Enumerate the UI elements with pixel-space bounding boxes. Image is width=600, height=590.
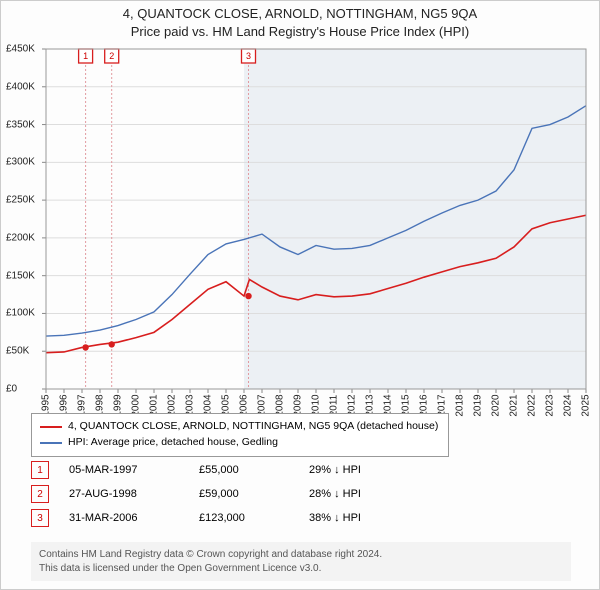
- x-tick-label: 2023: [545, 394, 556, 416]
- event-price: £59,000: [199, 488, 289, 500]
- footer-line1: Contains HM Land Registry data © Crown c…: [39, 548, 563, 562]
- x-tick-label: 2021: [509, 394, 520, 416]
- svg-text:3: 3: [246, 51, 251, 61]
- x-tick-label: 2024: [563, 394, 574, 416]
- title-line1: 4, QUANTOCK CLOSE, ARNOLD, NOTTINGHAM, N…: [1, 5, 599, 23]
- legend-swatch: [40, 426, 62, 428]
- y-tick-label: £50K: [6, 346, 29, 357]
- x-tick-label: 2025: [581, 394, 592, 416]
- title-line2: Price paid vs. HM Land Registry's House …: [1, 23, 599, 41]
- x-tick-label: 2019: [473, 394, 484, 416]
- y-tick-label: £400K: [6, 81, 35, 92]
- event-row: 1 05-MAR-1997 £55,000 29% ↓ HPI: [31, 461, 361, 479]
- y-tick-label: £100K: [6, 308, 35, 319]
- event-number-box: 1: [31, 461, 49, 479]
- y-tick-label: £200K: [6, 232, 35, 243]
- footer-line2: This data is licensed under the Open Gov…: [39, 562, 563, 576]
- event-date: 27-AUG-1998: [69, 488, 179, 500]
- chart-area: 123 £0£50K£100K£150K£200K£250K£300K£350K…: [46, 49, 586, 389]
- svg-text:1: 1: [83, 51, 88, 61]
- event-row: 2 27-AUG-1998 £59,000 28% ↓ HPI: [31, 485, 361, 503]
- events-table: 1 05-MAR-1997 £55,000 29% ↓ HPI 2 27-AUG-1998…: [31, 461, 361, 533]
- legend-row: 4, QUANTOCK CLOSE, ARNOLD, NOTTINGHAM, N…: [40, 419, 440, 435]
- event-date: 31-MAR-2006: [69, 512, 179, 524]
- event-row: 3 31-MAR-2006 £123,000 38% ↓ HPI: [31, 509, 361, 527]
- event-delta: 38% ↓ HPI: [309, 512, 361, 524]
- y-tick-label: £250K: [6, 195, 35, 206]
- event-date: 05-MAR-1997: [69, 464, 179, 476]
- x-tick-label: 2020: [491, 394, 502, 416]
- x-tick-label: 2022: [527, 394, 538, 416]
- figure: 4, QUANTOCK CLOSE, ARNOLD, NOTTINGHAM, N…: [0, 0, 600, 590]
- y-tick-label: £300K: [6, 157, 35, 168]
- legend-row: HPI: Average price, detached house, Gedl…: [40, 435, 440, 451]
- event-number-box: 3: [31, 509, 49, 527]
- y-tick-label: £450K: [6, 44, 35, 55]
- y-tick-label: £350K: [6, 119, 35, 130]
- event-number-box: 2: [31, 485, 49, 503]
- legend-box: 4, QUANTOCK CLOSE, ARNOLD, NOTTINGHAM, N…: [31, 413, 449, 457]
- legend-label: 4, QUANTOCK CLOSE, ARNOLD, NOTTINGHAM, N…: [68, 419, 438, 435]
- legend-label: HPI: Average price, detached house, Gedl…: [68, 435, 278, 451]
- x-tick-label: 2018: [455, 394, 466, 416]
- footer-note: Contains HM Land Registry data © Crown c…: [31, 542, 571, 581]
- svg-text:2: 2: [109, 51, 114, 61]
- y-tick-label: £0: [6, 384, 17, 395]
- legend-swatch: [40, 442, 62, 444]
- event-delta: 28% ↓ HPI: [309, 488, 361, 500]
- event-delta: 29% ↓ HPI: [309, 464, 361, 476]
- chart-svg: 1 2 3: [46, 49, 586, 389]
- title-block: 4, QUANTOCK CLOSE, ARNOLD, NOTTINGHAM, N…: [1, 1, 599, 40]
- y-tick-label: £150K: [6, 270, 35, 281]
- event-price: £123,000: [199, 512, 289, 524]
- event-price: £55,000: [199, 464, 289, 476]
